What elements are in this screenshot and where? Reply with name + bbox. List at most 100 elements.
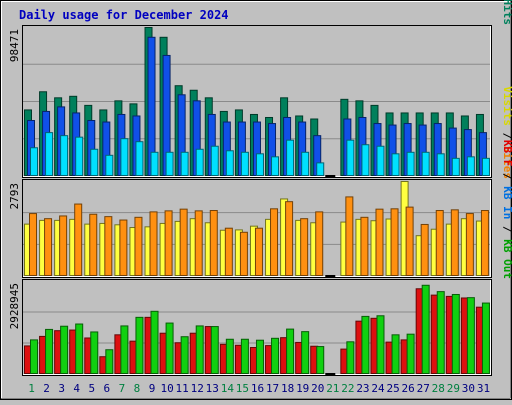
panels: 98471Pages / Files / HitsHits 1: 44000Hi… [8,0,512,376]
x-tick-label: 12 [191,382,204,395]
bar-pages: Pages 1: 19000 [30,147,38,176]
bar-kb-out: KB Out 6: 780000 [105,349,114,374]
x-tick-label: 19 [296,382,309,395]
bar-pages: Pages 8: 23000 [135,141,144,176]
legend-label: KB F / KB In / KB Out [501,140,512,279]
bar-empty [325,175,336,177]
bar-pages: Pages 9: 16000 [150,151,159,176]
bar-sites: Sites 12: 1930 [194,210,203,276]
bar-kb-out: KB Out 4: 1590000 [75,323,84,375]
bar-kb-out: KB Out 30: 2420000 [466,297,475,374]
bar-kb-out: KB Out 28: 2610000 [436,291,445,375]
bar-kb-out: KB Out 9: 1990000 [150,310,159,374]
bar-pages: Pages 7: 25000 [120,138,129,176]
bar-pages: Pages 29: 12000 [451,157,460,177]
x-tick-label: 24 [371,382,385,395]
bar-sites: Sites 1: 1850 [29,213,37,276]
bar-kb-out: KB Out 24: 1850000 [376,315,385,374]
bar-sites: Sites 5: 1830 [89,213,98,276]
bar-sites: Sites 22: 2340 [345,196,354,276]
bar-pages: Pages 20: 9000 [316,162,325,176]
legend-entry: / [501,219,512,239]
bar-pages: Pages 17: 13000 [271,156,280,177]
x-tick-label: 6 [104,382,111,395]
bar-sites: Sites 9: 1900 [149,211,158,276]
bar-sites: Sites 8: 1740 [134,216,143,277]
x-tick-label: 16 [251,382,264,395]
bar-sites: Sites 7: 1660 [119,219,128,276]
y-max-label: 2928945 [8,283,21,329]
bar-sites: Sites 11: 1980 [179,208,188,276]
legend-label: Pages / Files / Hits [501,0,512,25]
hits-panel: 98471Pages / Files / HitsHits 1: 44000Hi… [8,0,512,178]
bar-pages: Pages 24: 20000 [376,145,385,177]
bar-pages: Pages 28: 15000 [436,153,445,177]
bar-kb-out: KB Out 15: 1110000 [240,338,249,374]
x-tick-label: 5 [88,382,95,395]
bar-pages: Pages 10: 16000 [165,151,174,176]
y-max-label: 98471 [8,29,21,62]
x-tick-label: 3 [58,382,65,395]
legend-label: Visits / Sites [501,86,512,179]
bar-kb-out: KB Out 7: 1530000 [120,325,129,375]
bar-kb-out: KB Out 26: 1270000 [406,333,415,374]
bar-pages: Pages 3: 27000 [60,135,69,176]
bar-sites: Sites 16: 1420 [254,227,263,277]
x-tick-label: 28 [432,382,445,395]
bar-pages: Pages 19: 16000 [301,151,310,176]
bar-sites: Sites 31: 1940 [480,210,489,277]
bar-pages: Pages 31: 12000 [481,157,490,177]
x-tick-label: 27 [417,382,430,395]
bar-kb-out: KB Out 23: 1830000 [361,315,370,375]
x-tick-label: 4 [73,382,80,395]
legend-entry: KB In [501,186,512,219]
legend-entry: Hits [501,0,512,25]
bar-kb-out: KB Out 10: 1620000 [165,322,174,374]
bar-kb-out: KB Out 14: 1110000 [225,338,234,374]
bar-pages: Pages 23: 21000 [361,144,370,177]
x-tick-label: 15 [236,382,249,395]
bar-pages: Pages 14: 17000 [225,150,234,176]
bar-kb-out: KB Out 13: 1510000 [210,326,219,375]
y-max-label: 2793 [8,183,21,210]
bar-sites: Sites 23: 1740 [360,216,369,277]
x-tick-label: 22 [341,382,354,395]
bar-sites: Sites 29: 1960 [450,209,459,276]
legend-entry: KB F [501,140,512,167]
x-tick-label: 31 [477,382,490,395]
bar-sites: Sites 14: 1420 [224,227,233,277]
bar-sites: Sites 24: 1980 [375,208,384,276]
bar-kb-out: KB Out 31: 2250000 [481,302,490,374]
bar-pages: Pages 27: 16000 [421,151,430,176]
bar-pages: Pages 13: 20000 [210,145,219,177]
bar-kb-out: KB Out 17: 1140000 [271,337,280,375]
x-tick-label: 9 [149,382,156,395]
x-tick-label: 17 [266,382,279,395]
x-tick-label: 7 [119,382,126,395]
x-tick-label: 2 [43,382,50,395]
bar-sites: Sites 18: 2200 [285,201,294,277]
bar-sites: Sites 25: 1990 [390,208,399,276]
bar-kb-out: KB Out 22: 1030000 [346,341,355,374]
x-tick-label: 13 [206,382,219,395]
bar-pages: Pages 25: 15000 [391,153,400,177]
bar-sites: Sites 26: 2040 [405,206,414,276]
bar-kb-out: KB Out 1: 1090000 [30,339,38,374]
bar-sites: Sites 30: 1850 [465,213,474,276]
bar-pages: Pages 5: 18000 [90,148,99,176]
bar-kb-out: KB Out 25: 1250000 [391,334,400,374]
bar-sites: Sites 3: 1780 [59,215,68,276]
bar-kb-out: KB Out 18: 1430000 [286,328,295,374]
bar-kb-out: KB Out 27: 2810000 [421,284,430,374]
bar-kb-out: KB Out 12: 1530000 [195,325,204,375]
bar-kb-out: KB Out 3: 1520000 [60,325,69,374]
x-tick-label: 14 [221,382,235,395]
x-tick-label: 23 [356,382,369,395]
bar-pages: Pages 26: 16000 [406,151,415,176]
bar-kb-out: KB Out 8: 1800000 [135,316,144,374]
x-tick-label: 21 [326,382,339,395]
